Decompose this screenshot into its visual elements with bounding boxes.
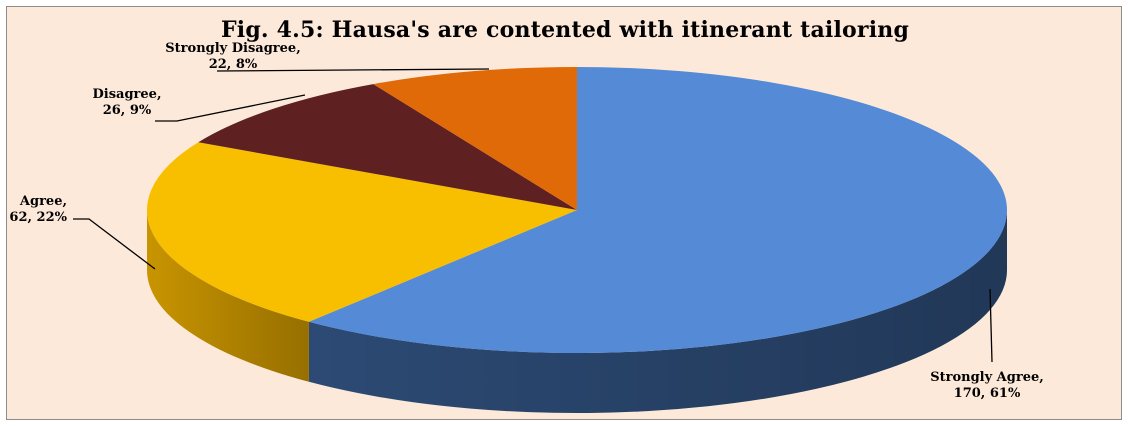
- leader-line: [216, 68, 490, 72]
- data-label: 26, 9%: [103, 103, 152, 118]
- data-label: Agree,: [19, 194, 67, 209]
- chart-area: Fig. 4.5: Hausa's are contented with iti…: [6, 6, 1122, 420]
- data-label: Strongly Disagree,: [165, 41, 300, 56]
- data-label: 170, 61%: [954, 386, 1021, 401]
- pie-side-shade: [308, 210, 1007, 413]
- pie-slice-strongly-agree: [308, 67, 1007, 354]
- pie-slice-strongly-disagree: [373, 67, 577, 210]
- pie-chart: Strongly Agree,170, 61% Agree,62, 22% Disa…: [9, 41, 1044, 413]
- pie-side-shade: [147, 210, 309, 382]
- data-label: 62, 22%: [9, 210, 67, 225]
- leader-line: [73, 218, 156, 270]
- leader-line: [989, 288, 993, 363]
- chart-title: Fig. 4.5: Hausa's are contented with iti…: [220, 17, 910, 43]
- data-label: 22, 8%: [209, 57, 258, 72]
- pie-slice-agree: [146, 142, 578, 322]
- data-label: Disagree,: [93, 87, 162, 102]
- pie-slice-disagree: [198, 84, 577, 210]
- data-label: Strongly Agree,: [930, 370, 1044, 385]
- leader-line: [155, 94, 306, 122]
